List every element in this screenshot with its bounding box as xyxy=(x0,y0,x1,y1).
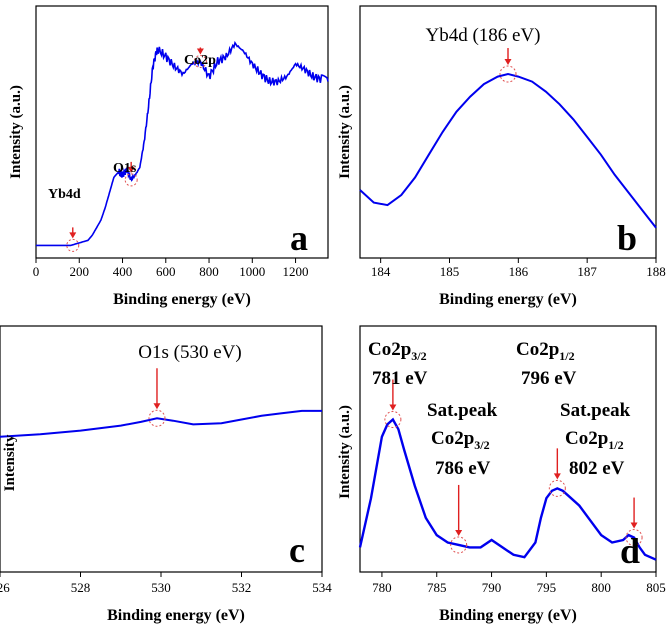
peak-arrow-head xyxy=(153,403,161,410)
panel-d-annotation-sat2: Sat.peak xyxy=(560,400,631,421)
peak-circle-marker xyxy=(625,529,643,547)
panel-b-axes xyxy=(359,5,657,259)
x-tick-label: 530 xyxy=(151,580,171,595)
panel-a-annotation-yb4d: Yb4d xyxy=(48,187,81,202)
x-tick-label: 790 xyxy=(482,580,502,595)
peak-circle-marker xyxy=(193,54,207,68)
panel-b-title: Yb4d (186 eV) xyxy=(425,25,540,46)
x-tick-label: 185 xyxy=(440,264,460,279)
peak-arrow-head xyxy=(455,529,463,536)
panel-d-x-ticks: 780 785 790 795 800 805 xyxy=(372,572,666,595)
x-tick-label: 800 xyxy=(591,580,611,595)
panel-a-x-ticks: 0 200 400 600 800 1000 1200 xyxy=(33,258,309,279)
panel-b-xlabel: Binding energy (eV) xyxy=(439,291,577,308)
panel-d-xlabel: Binding energy (eV) xyxy=(439,607,577,624)
peak-circle-marker xyxy=(499,65,517,83)
peak-arrow-head xyxy=(127,166,135,173)
panel-d-annotation-sat1: Sat.peak xyxy=(427,400,498,421)
x-tick-label: 400 xyxy=(113,264,133,279)
peak-circle-marker xyxy=(148,409,166,427)
panel-c-title: O1s (530 eV) xyxy=(138,342,241,363)
panel-c-letter: c xyxy=(289,530,305,570)
panel-a-xlabel: Binding energy (eV) xyxy=(113,291,251,308)
panel-d-annotation-co2p32: Co2p3/2 xyxy=(368,339,427,363)
peak-arrow-head xyxy=(630,522,638,529)
panel-b-plot-frame xyxy=(359,5,657,259)
x-tick-label: 186 xyxy=(509,264,529,279)
panel-d-annotation-sat1-energy: 786 eV xyxy=(435,458,491,479)
x-tick-label: 528 xyxy=(71,580,91,595)
panel-d-annotation-sat2-species: Co2p1/2 xyxy=(565,428,624,452)
panel-a-peak-markers xyxy=(66,47,207,252)
panel-a-ylabel: Intensity (a.u.) xyxy=(8,85,24,179)
panel-c-x-ticks: 526 528 530 532 534 xyxy=(0,572,332,595)
x-tick-label: 800 xyxy=(199,264,219,279)
panel-a-annotation-co2p: Co2p xyxy=(184,53,216,68)
x-tick-label: 526 xyxy=(0,580,10,595)
panel-b-ylabel: Intensity (a.u.) xyxy=(337,85,353,179)
x-tick-label: 534 xyxy=(312,580,332,595)
peak-circle-marker xyxy=(450,536,468,554)
x-tick-label: 785 xyxy=(427,580,447,595)
x-tick-label: 600 xyxy=(156,264,176,279)
panel-d-spectrum-line xyxy=(358,417,657,561)
x-tick-label: 532 xyxy=(232,580,252,595)
panel-d-axes xyxy=(359,325,657,573)
panel-a-axes xyxy=(35,5,329,259)
panel-b-letter: b xyxy=(617,218,637,258)
panel-d-annotation-co2p12-energy: 796 eV xyxy=(521,368,577,389)
peak-circle-marker xyxy=(548,479,566,497)
panel-d-annotation-sat2-energy: 802 eV xyxy=(569,458,625,479)
peak-arrow-head xyxy=(69,232,77,239)
peak-arrow-head xyxy=(196,48,204,55)
x-tick-label: 1200 xyxy=(283,264,309,279)
panel-c-spectrum-line xyxy=(0,409,322,438)
x-tick-label: 188 xyxy=(646,264,666,279)
panel-b-peak-markers xyxy=(499,48,517,83)
panel-c-ylabel: Intensity xyxy=(2,434,18,491)
peak-arrow-head xyxy=(504,59,512,66)
panel-d-plot-frame xyxy=(359,325,657,573)
peak-circle-marker xyxy=(66,238,80,252)
panel-c-xlabel: Binding energy (eV) xyxy=(107,607,245,624)
panel-c-peak-markers xyxy=(148,368,166,427)
panel-a-plot-frame xyxy=(35,5,329,259)
x-tick-label: 795 xyxy=(537,580,557,595)
panel-a-letter: a xyxy=(290,218,308,258)
x-tick-label: 200 xyxy=(70,264,90,279)
panel-a-annotation-o1s: O1s xyxy=(113,161,137,176)
x-tick-label: 187 xyxy=(577,264,597,279)
x-tick-label: 780 xyxy=(372,580,392,595)
panel-d-annotation-co2p32-energy: 781 eV xyxy=(372,368,428,389)
peak-circle-marker xyxy=(384,410,402,428)
peak-arrow-head xyxy=(553,473,561,480)
panel-d-peak-markers xyxy=(384,379,643,554)
x-tick-label: 0 xyxy=(33,264,40,279)
x-tick-label: 1000 xyxy=(239,264,265,279)
panel-d-letter: d xyxy=(620,531,640,571)
panel-b-x-ticks: 184 185 186 187 188 xyxy=(371,258,666,279)
x-tick-label: 184 xyxy=(371,264,391,279)
panel-b-spectrum-line xyxy=(359,72,657,229)
panel-d-annotation-sat1-species: Co2p3/2 xyxy=(431,428,490,452)
panel-d-annotation-co2p12: Co2p1/2 xyxy=(516,339,575,363)
panel-a-spectrum-line xyxy=(36,40,329,247)
peak-circle-marker xyxy=(124,173,138,187)
peak-arrow-head xyxy=(389,404,397,411)
panel-d-ylabel: Intensity (a.u.) xyxy=(337,405,353,499)
x-tick-label: 805 xyxy=(646,580,666,595)
